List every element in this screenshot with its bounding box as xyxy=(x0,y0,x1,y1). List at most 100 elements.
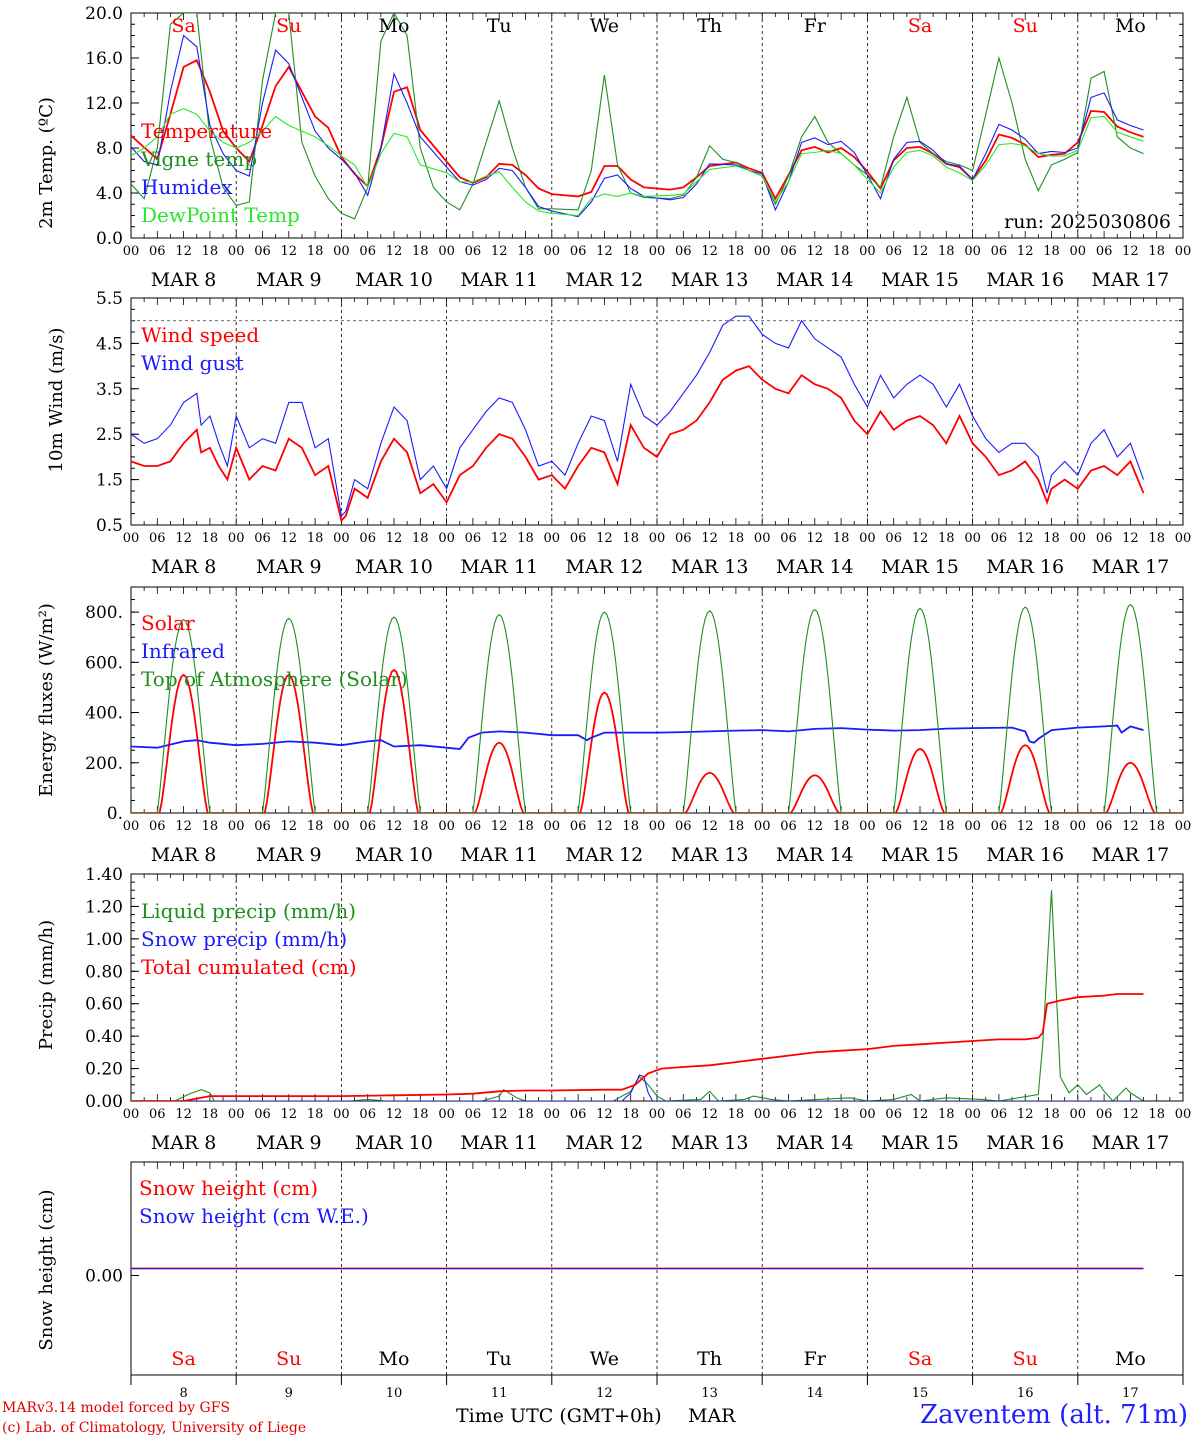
hour-label: 06 xyxy=(570,1107,587,1122)
hour-label: 12 xyxy=(1017,1107,1034,1122)
hour-label: 18 xyxy=(833,244,850,259)
date-label: MAR 13 xyxy=(671,844,749,866)
y-axis-title: 2m Temp. (ºC) xyxy=(36,97,57,229)
hour-label: 00 xyxy=(544,244,561,259)
weekday-label: Sa xyxy=(908,15,932,37)
hour-label: 12 xyxy=(281,819,298,834)
hour-label: 00 xyxy=(964,531,981,546)
hour-label: 12 xyxy=(807,1107,824,1122)
hour-label: 12 xyxy=(596,1107,613,1122)
hour-label: 00 xyxy=(1175,819,1192,834)
hour-label: 18 xyxy=(1043,819,1060,834)
hour-label: 06 xyxy=(675,531,692,546)
hour-label: 06 xyxy=(254,1107,271,1122)
hour-label: 00 xyxy=(438,1107,455,1122)
weekday-label: Sa xyxy=(908,1348,932,1370)
panel-4: 0.00 0.20 0.40 0.60 0.80 1.00 1.20 1.40 Precip (… xyxy=(36,865,1191,1154)
hour-label: 00 xyxy=(859,1107,876,1122)
hour-label: 18 xyxy=(1148,1107,1165,1122)
hour-label: 12 xyxy=(596,244,613,259)
hour-label: 18 xyxy=(1043,244,1060,259)
series-wind-speed xyxy=(131,365,1145,523)
hour-label: 06 xyxy=(1096,1107,1113,1122)
hour-label: 00 xyxy=(649,244,666,259)
hour-label: 00 xyxy=(544,819,561,834)
weekday-label: Mo xyxy=(379,1348,410,1370)
y-axis-title: Precip (mm/h) xyxy=(36,920,57,1050)
hour-label: 18 xyxy=(833,1107,850,1122)
date-label: MAR 14 xyxy=(776,556,854,578)
hour-label: 00 xyxy=(544,531,561,546)
hour-label: 00 xyxy=(754,819,771,834)
hour-label: 00 xyxy=(859,244,876,259)
hour-label: 06 xyxy=(149,819,166,834)
date-label: MAR 8 xyxy=(151,844,217,866)
hour-label: 12 xyxy=(596,819,613,834)
hour-label: 00 xyxy=(228,819,245,834)
date-label: MAR 16 xyxy=(986,1132,1064,1154)
hour-label: 12 xyxy=(386,244,403,259)
weekday-label: Sa xyxy=(171,1348,195,1370)
series-vigne-temp xyxy=(131,13,1144,220)
legend-entry: Humidex xyxy=(141,175,233,199)
hour-label: 12 xyxy=(701,531,718,546)
date-label: MAR 9 xyxy=(256,1132,322,1154)
date-label: MAR 11 xyxy=(460,556,538,578)
hour-label: 18 xyxy=(202,1107,219,1122)
y-tick-label: 600. xyxy=(85,653,123,673)
hour-label: 18 xyxy=(833,819,850,834)
date-label: MAR 8 xyxy=(151,556,217,578)
y-tick-label: 400. xyxy=(85,704,123,724)
date-label: MAR 8 xyxy=(151,1132,217,1154)
hour-label: 00 xyxy=(1070,1107,1087,1122)
series-temperature xyxy=(131,59,1144,201)
y-tick-label: 1.5 xyxy=(96,471,123,491)
date-label: MAR 16 xyxy=(986,844,1064,866)
hour-label: 06 xyxy=(780,244,797,259)
hour-label: 12 xyxy=(491,819,508,834)
hour-label: 00 xyxy=(123,531,140,546)
panel-1: 0.0 4.0 8.0 12.0 16.0 20.0 2m Temp. (ºC) Temper… xyxy=(36,4,1191,291)
y-tick-label: 1.20 xyxy=(85,897,123,917)
weekday-label: Mo xyxy=(1115,15,1146,37)
hour-label: 06 xyxy=(465,1107,482,1122)
weekday-label: Su xyxy=(1013,15,1038,37)
y-tick-label: 2.5 xyxy=(96,425,123,445)
hour-label: 12 xyxy=(386,1107,403,1122)
hour-label: 12 xyxy=(1122,819,1139,834)
weekday-label: Sa xyxy=(171,15,195,37)
y-axis-title: 10m Wind (m/s) xyxy=(46,328,67,473)
hour-label: 00 xyxy=(333,244,350,259)
hour-label: 00 xyxy=(333,531,350,546)
y-tick-label: 3.5 xyxy=(96,380,123,400)
hour-label: 18 xyxy=(412,819,429,834)
hour-label: 06 xyxy=(465,531,482,546)
series-infrared xyxy=(131,724,1144,750)
day-number-label: 16 xyxy=(1017,1386,1034,1401)
hour-label: 18 xyxy=(412,244,429,259)
hour-label: 18 xyxy=(728,819,745,834)
hour-label: 12 xyxy=(175,1107,192,1122)
hour-label: 00 xyxy=(544,1107,561,1122)
y-tick-label: 0.60 xyxy=(85,995,123,1015)
hour-label: 06 xyxy=(991,244,1008,259)
hour-label: 06 xyxy=(359,244,376,259)
hour-label: 18 xyxy=(202,819,219,834)
hour-label: 18 xyxy=(202,531,219,546)
hour-label: 12 xyxy=(1122,1107,1139,1122)
date-label: MAR 9 xyxy=(256,269,322,291)
date-label: MAR 13 xyxy=(671,1132,749,1154)
hour-label: 00 xyxy=(649,1107,666,1122)
hour-label: 18 xyxy=(307,819,324,834)
x-axis-title: Time UTC (GMT+0h) xyxy=(456,1405,662,1427)
hour-label: 00 xyxy=(649,819,666,834)
hour-label: 06 xyxy=(149,531,166,546)
date-label: MAR 14 xyxy=(776,1132,854,1154)
date-label: MAR 12 xyxy=(566,844,644,866)
legend-entry: Wind speed xyxy=(141,323,259,347)
hour-label: 00 xyxy=(649,531,666,546)
hour-label: 06 xyxy=(885,531,902,546)
hour-label: 12 xyxy=(386,531,403,546)
day-number-label: 8 xyxy=(179,1386,187,1401)
hour-label: 00 xyxy=(333,819,350,834)
